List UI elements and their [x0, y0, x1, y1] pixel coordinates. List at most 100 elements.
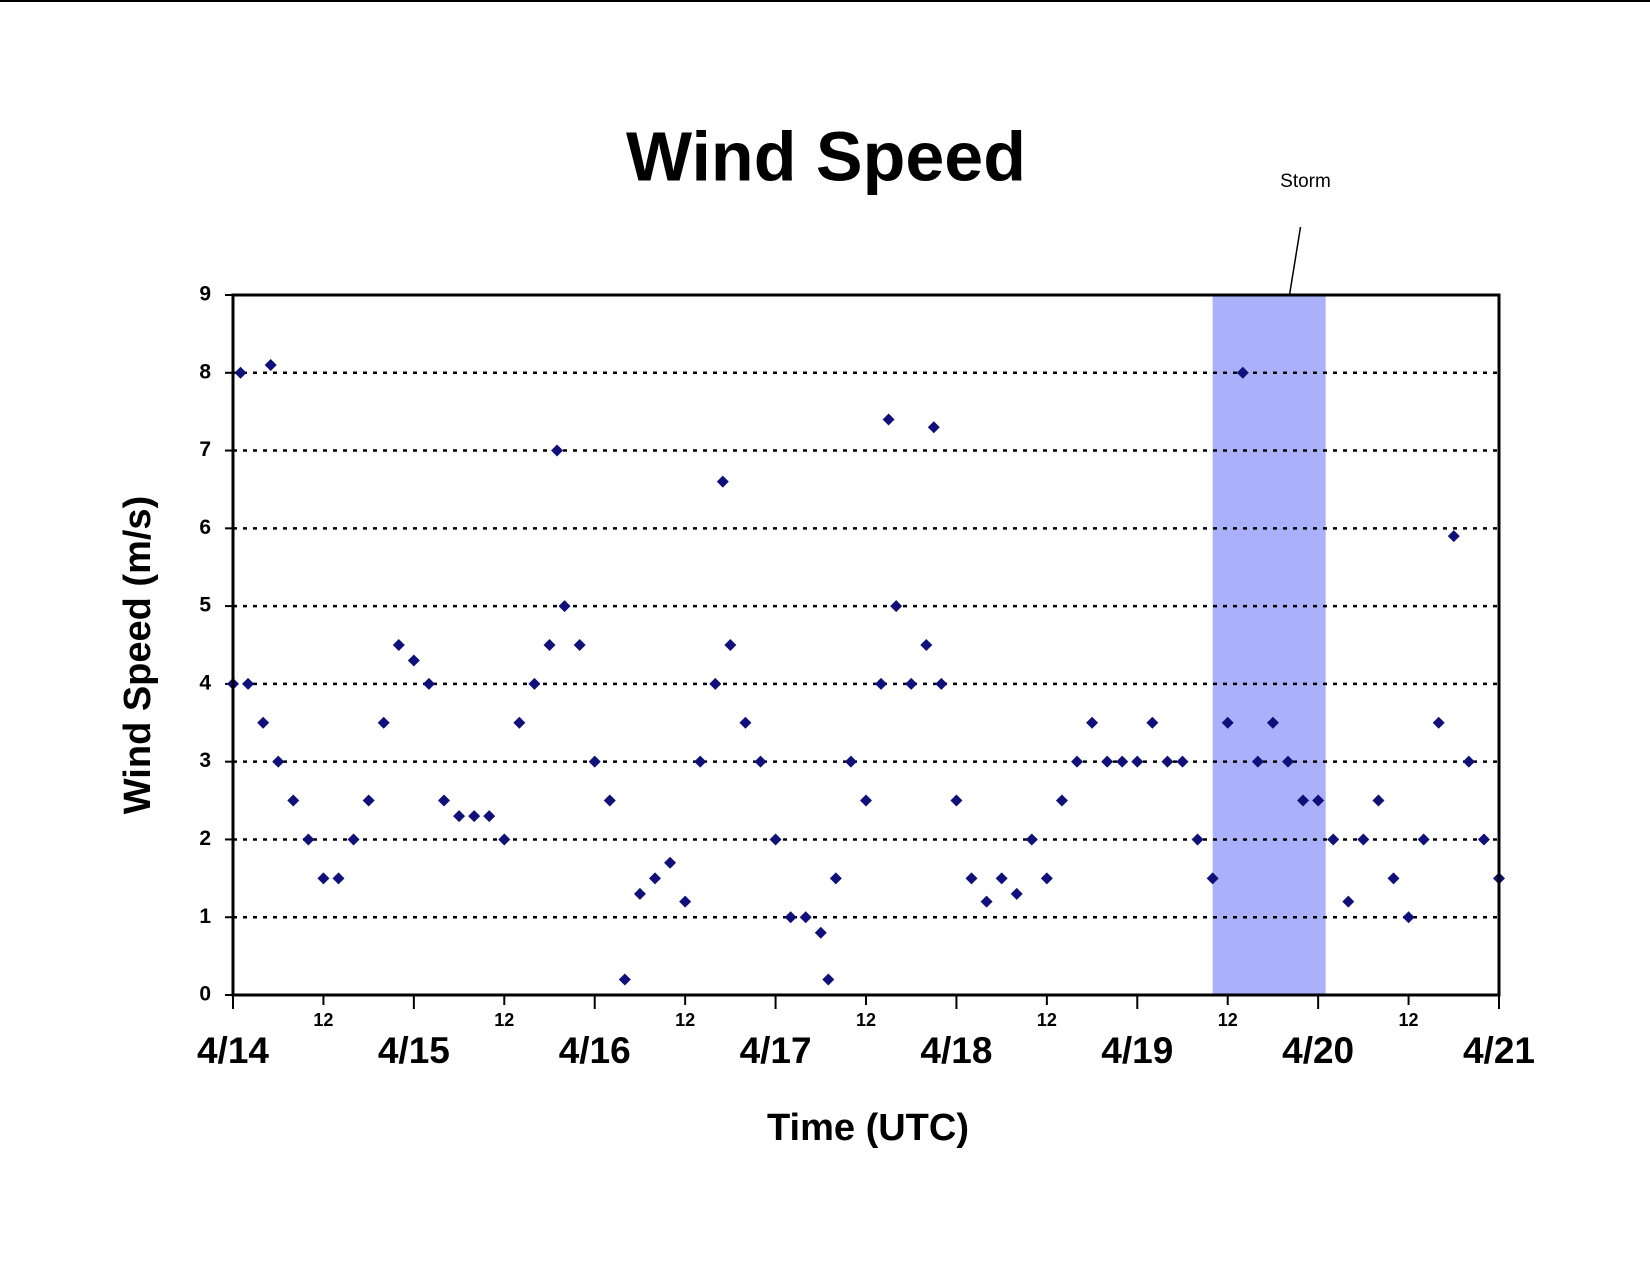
data-point: [362, 794, 375, 807]
data-point: [875, 677, 888, 690]
data-point: [234, 366, 247, 379]
data-point: [980, 895, 993, 908]
data-point: [242, 677, 255, 690]
data-point: [995, 872, 1008, 885]
data-point: [347, 833, 360, 846]
data-point: [633, 887, 646, 900]
x-tick-label: 4/19: [1101, 1030, 1173, 1071]
data-point: [1266, 716, 1279, 729]
data-point: [302, 833, 315, 846]
data-point: [1040, 872, 1053, 885]
data-point: [709, 677, 722, 690]
data-point: [1477, 833, 1490, 846]
y-tick-label: 1: [199, 905, 211, 928]
y-tick-label: 0: [199, 983, 211, 1006]
data-point: [257, 716, 270, 729]
data-point: [1010, 887, 1023, 900]
data-point: [739, 716, 752, 729]
data-point: [498, 833, 511, 846]
y-axis-label: Wind Speed (m/s): [117, 496, 159, 814]
data-point: [1462, 755, 1475, 768]
data-point: [769, 833, 782, 846]
y-tick-label: 7: [199, 438, 211, 461]
data-point: [1342, 895, 1355, 908]
data-point: [716, 475, 729, 488]
data-point: [1086, 716, 1099, 729]
data-point: [272, 755, 285, 768]
y-tick-label: 2: [199, 827, 211, 850]
x-tick-label: 12: [1218, 1010, 1238, 1030]
x-tick-label: 4/14: [197, 1030, 269, 1071]
data-point: [1387, 872, 1400, 885]
x-tick-label: 4/21: [1463, 1030, 1535, 1071]
y-tick-label: 8: [199, 360, 211, 383]
data-point: [551, 444, 564, 457]
data-point: [573, 639, 586, 651]
data-point: [1055, 794, 1068, 807]
data-point: [890, 600, 903, 613]
data-point: [1146, 716, 1159, 729]
data-point: [814, 926, 827, 939]
x-tick-label: 12: [494, 1010, 514, 1030]
y-tick-label: 5: [199, 594, 211, 617]
storm-pointer: [1288, 226, 1302, 296]
x-tick-label: 12: [313, 1010, 333, 1030]
data-point: [1357, 833, 1370, 846]
data-point: [844, 755, 857, 768]
data-point: [588, 755, 601, 768]
data-point: [965, 872, 978, 885]
data-point: [264, 359, 277, 371]
data-point: [1417, 833, 1430, 846]
data-point: [1191, 833, 1204, 846]
data-point: [618, 973, 631, 986]
data-point: [882, 413, 895, 426]
data-point: [513, 716, 526, 729]
data-point: [935, 677, 948, 690]
data-point: [1297, 794, 1310, 807]
data-point: [1327, 833, 1340, 846]
storm-label: Storm: [1280, 171, 1331, 192]
data-point: [1025, 833, 1038, 846]
data-point: [332, 872, 345, 885]
y-tick-label: 4: [199, 671, 211, 694]
data-point: [920, 639, 933, 651]
data-point: [822, 973, 835, 986]
data-point: [784, 911, 797, 924]
data-point: [317, 872, 330, 885]
data-point: [950, 794, 963, 807]
y-tick-label: 9: [199, 283, 211, 306]
x-tick-label: 12: [1399, 1010, 1419, 1030]
x-tick-label: 4/17: [740, 1030, 812, 1071]
data-point: [799, 911, 812, 924]
x-tick-label: 4/18: [920, 1030, 992, 1071]
storm-band: [1212, 295, 1326, 995]
plot-frame: [231, 293, 1501, 997]
data-point: [754, 755, 767, 768]
x-tick-label: 12: [1037, 1010, 1057, 1030]
data-point: [1161, 755, 1174, 768]
data-point: [649, 872, 661, 885]
data-point: [679, 895, 692, 908]
data-point: [1071, 755, 1083, 768]
x-tick-label: 12: [675, 1010, 695, 1030]
data-point: [1432, 716, 1445, 729]
data-point: [468, 810, 481, 823]
data-point: [528, 677, 541, 690]
data-point: [1131, 755, 1144, 768]
data-point: [287, 794, 300, 807]
data-point: [543, 639, 556, 651]
data-point: [603, 794, 616, 807]
chart-title: Wind Speed: [626, 117, 1026, 195]
y-tick-label: 6: [199, 516, 211, 539]
data-point: [694, 755, 707, 768]
data-point: [1402, 911, 1415, 924]
data-point: [377, 716, 390, 729]
data-point: [1312, 794, 1325, 807]
data-point: [860, 794, 872, 807]
data-point: [905, 677, 918, 690]
x-tick-label: 4/15: [378, 1030, 450, 1071]
data-point: [1372, 794, 1385, 807]
data-point: [1447, 530, 1460, 543]
data-point: [1116, 755, 1129, 768]
